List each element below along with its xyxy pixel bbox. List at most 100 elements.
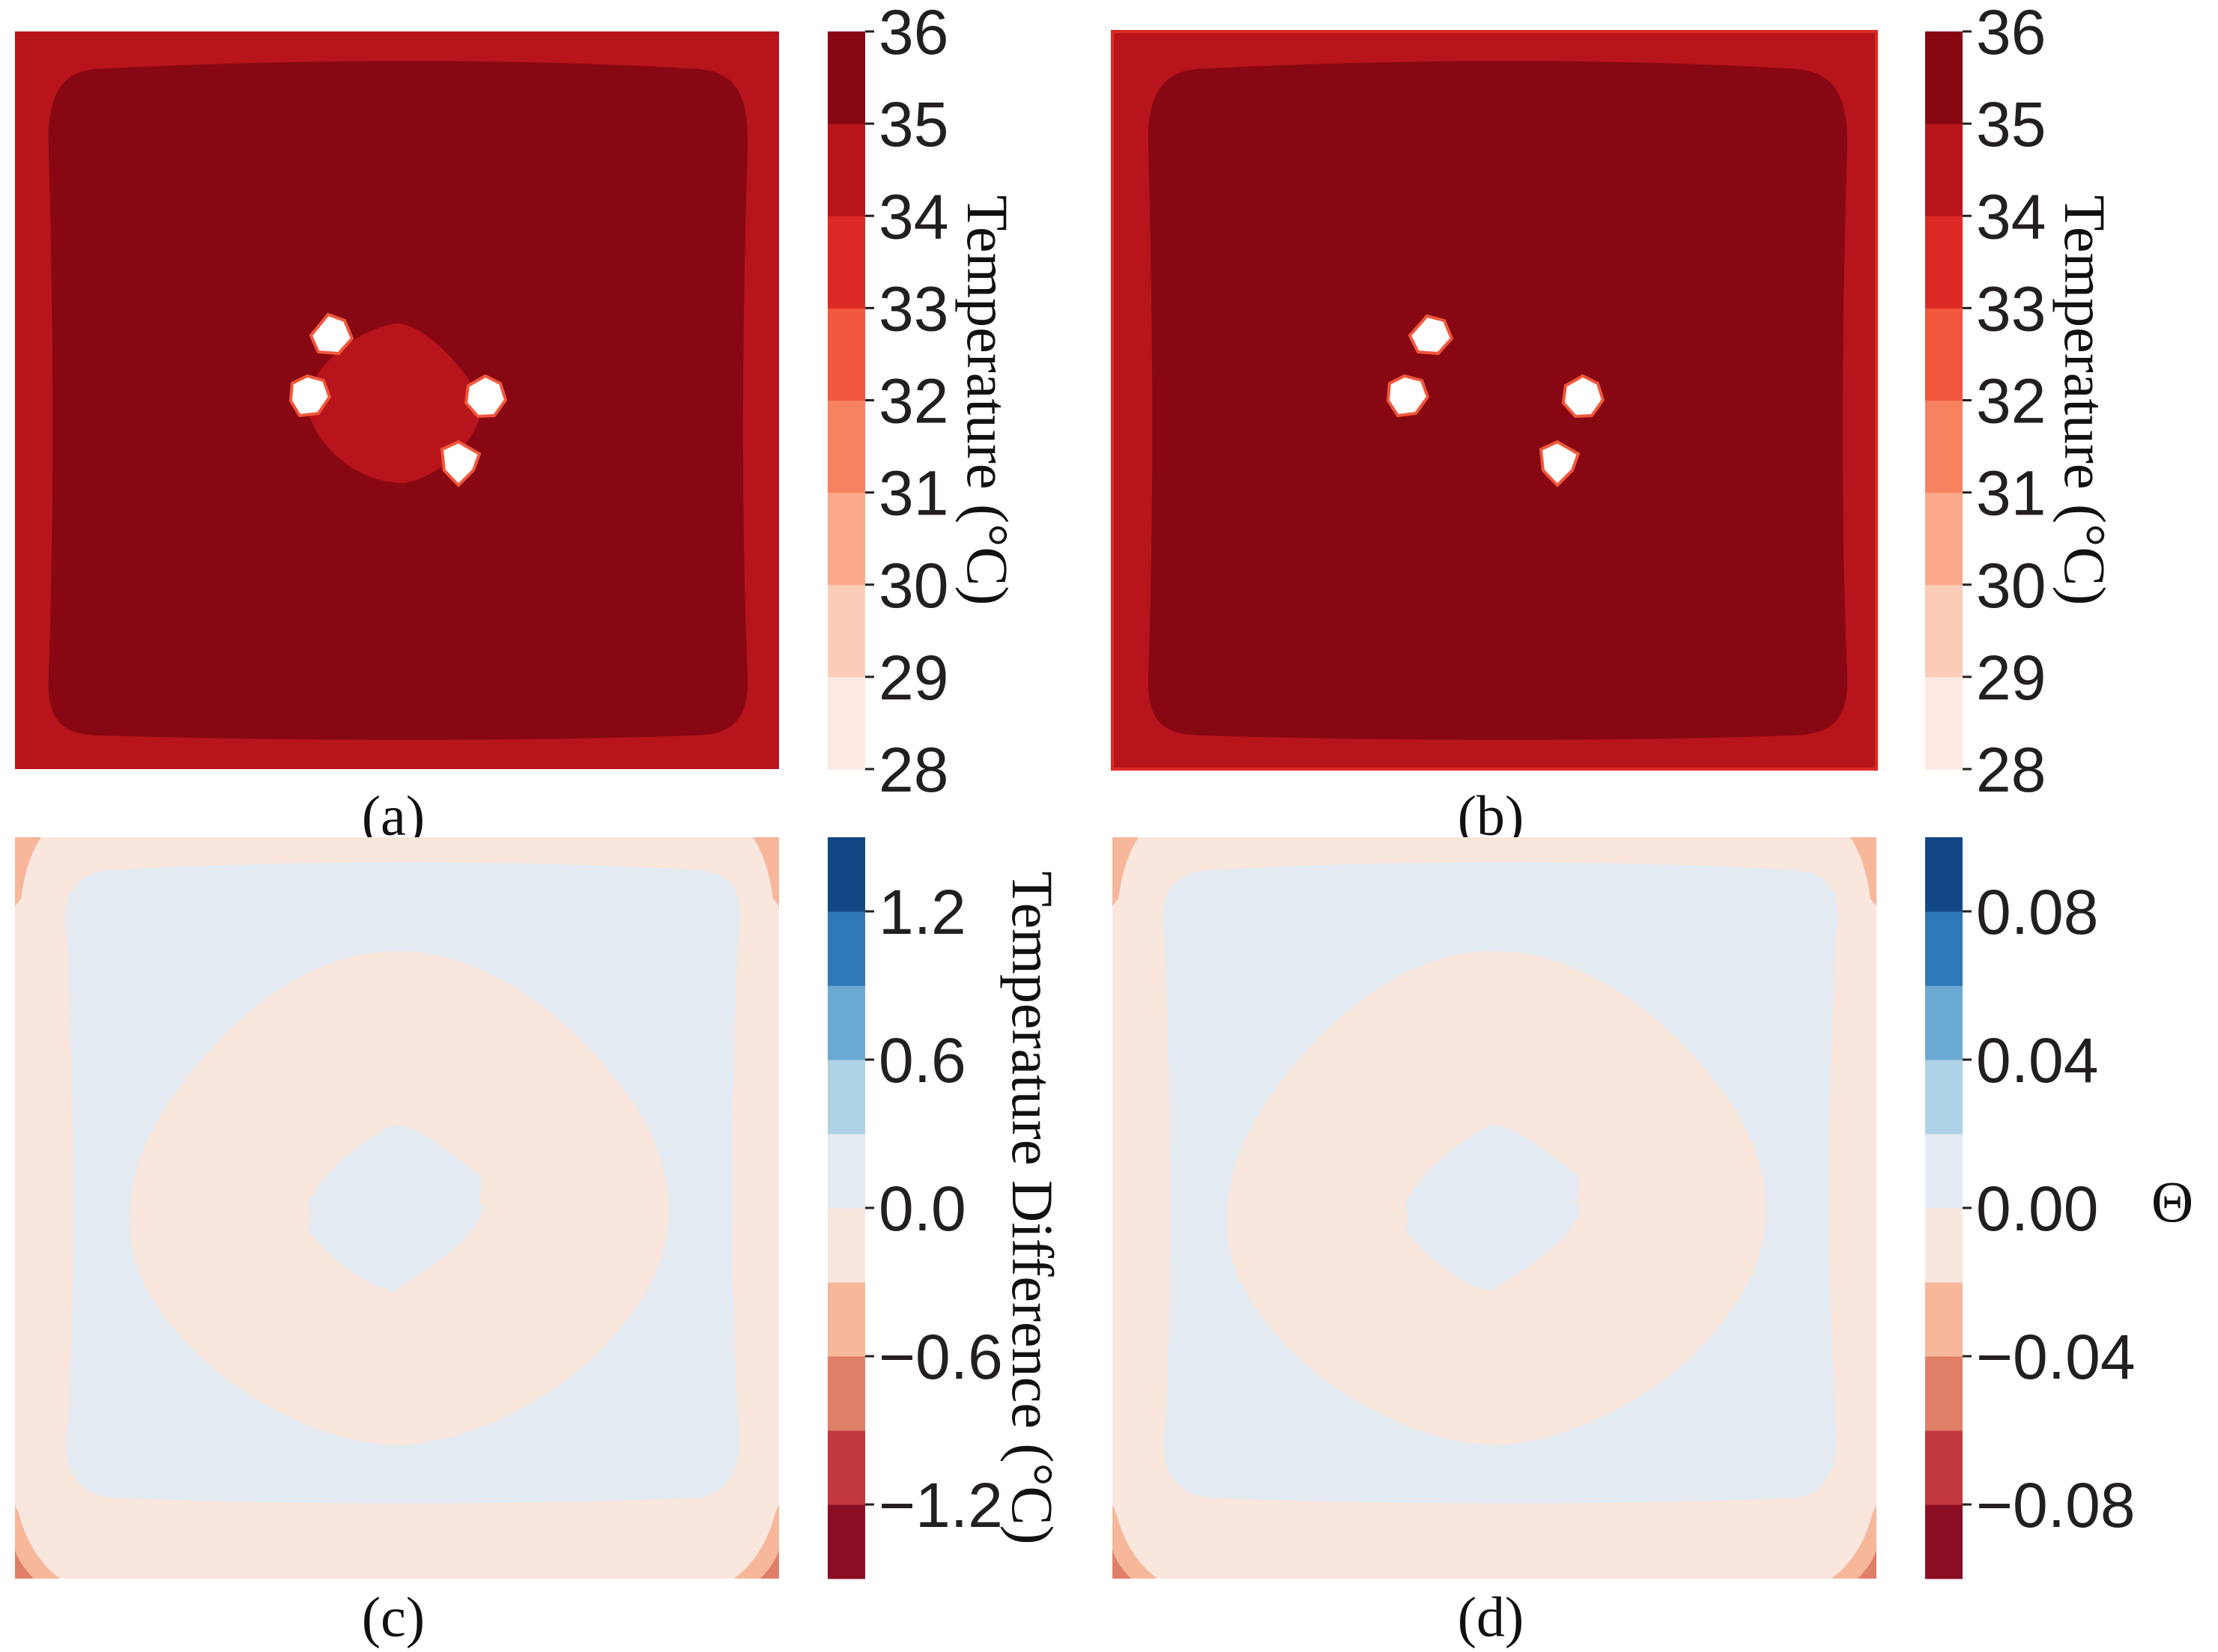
colorbar-a-level-0 bbox=[828, 676, 865, 770]
colorbar-d-level-1 bbox=[1925, 1430, 1963, 1505]
panel-c: (c) bbox=[15, 837, 779, 1649]
panel-a: (a) bbox=[15, 31, 779, 848]
panel-c-corner-tl bbox=[15, 837, 41, 906]
colorbar-d-tick-label: 0.08 bbox=[1976, 877, 2099, 947]
colorbar-c-tick-label: 1.2 bbox=[879, 877, 966, 947]
colorbar-c-tick-label: 0.0 bbox=[879, 1173, 966, 1244]
panel-a-heat-source-2 bbox=[288, 374, 332, 418]
colorbar-a-tick-label: 36 bbox=[879, 0, 948, 67]
colorbar-a-tick-label: 28 bbox=[879, 735, 948, 805]
panel-c-corner-br-inner bbox=[760, 1550, 779, 1579]
panel-d-corner-bl bbox=[1112, 1505, 1157, 1579]
colorbar-c-level-6 bbox=[828, 1060, 865, 1135]
colorbar-b: 28 29 30 31 32 33 34 35 36 Temperature (°C) bbox=[1925, 0, 2118, 805]
panel-c-caption: (c) bbox=[362, 1586, 425, 1648]
colorbar-b-level-4 bbox=[1925, 308, 1963, 401]
colorbar-d-level-3 bbox=[1925, 1282, 1963, 1357]
colorbar-a-level-7 bbox=[828, 31, 865, 124]
colorbar-b-level-5 bbox=[1925, 216, 1963, 309]
colorbar-d-level-6 bbox=[1925, 1060, 1963, 1135]
colorbar-c: −1.2 −0.6 0.0 0.6 1.2 Temperature Difference … bbox=[828, 837, 1065, 1579]
colorbar-b-tick-label: 36 bbox=[1976, 0, 2046, 67]
panel-b-heat-source-4 bbox=[1539, 440, 1581, 488]
panel-c-corner-bl-inner bbox=[15, 1550, 34, 1579]
colorbar-a-level-5 bbox=[828, 216, 865, 309]
colorbar-a-tick-label: 35 bbox=[879, 89, 948, 160]
colorbar-d-level-8 bbox=[1925, 911, 1963, 986]
panel-d: (d) bbox=[1112, 837, 1876, 1649]
colorbar-c-tick-label: −1.2 bbox=[879, 1470, 1003, 1540]
panel-d-caption: (d) bbox=[1458, 1586, 1524, 1648]
panel-d-corner-bl-inner bbox=[1112, 1550, 1131, 1579]
colorbar-a-tick-label: 30 bbox=[879, 550, 948, 621]
panel-d-center-region bbox=[1405, 1125, 1581, 1291]
panel-c-corner-tr bbox=[753, 837, 779, 906]
colorbar-d-tick-label: −0.04 bbox=[1976, 1322, 2136, 1392]
colorbar-c-level-9 bbox=[828, 837, 865, 912]
colorbar-b-level-2 bbox=[1925, 492, 1963, 586]
colorbar-c-tick-label: 0.6 bbox=[879, 1025, 966, 1096]
panel-a-heat-source-1 bbox=[309, 312, 354, 356]
colorbar-a-level-1 bbox=[828, 584, 865, 678]
panel-a-heat-source-4 bbox=[440, 440, 482, 488]
panel-c-center-region bbox=[307, 1125, 483, 1291]
colorbar-b-level-6 bbox=[1925, 124, 1963, 216]
colorbar-b-level-0 bbox=[1925, 676, 1963, 770]
colorbar-d-tick-label: 0.00 bbox=[1976, 1173, 2099, 1244]
colorbar-d-level-4 bbox=[1925, 1208, 1963, 1283]
colorbar-b-level-1 bbox=[1925, 584, 1963, 678]
panel-c-corner-br bbox=[734, 1505, 779, 1579]
colorbar-c-level-1 bbox=[828, 1430, 865, 1505]
colorbar-a-tick-label: 33 bbox=[879, 273, 948, 344]
colorbar-c-title: Temperature Difference (°C) bbox=[1000, 871, 1065, 1544]
panel-b-heat-source-1 bbox=[1408, 314, 1454, 356]
colorbar-c-level-7 bbox=[828, 986, 865, 1060]
colorbar-b-tick-label: 35 bbox=[1976, 89, 2046, 160]
colorbar-a-title: Temperature (°C) bbox=[955, 195, 1020, 606]
panel-d-corner-br-inner bbox=[1858, 1550, 1876, 1579]
colorbar-b-level-7 bbox=[1925, 31, 1963, 124]
colorbar-b-tick-label: 31 bbox=[1976, 458, 2046, 529]
colorbar-a-level-2 bbox=[828, 492, 865, 586]
colorbar-c-level-2 bbox=[828, 1356, 865, 1431]
colorbar-d-level-5 bbox=[1925, 1134, 1963, 1209]
panel-b-heat-source-2 bbox=[1386, 374, 1430, 418]
panel-d-corner-br bbox=[1831, 1505, 1876, 1579]
colorbar-b-tick-label: 34 bbox=[1976, 181, 2046, 252]
colorbar-c-level-0 bbox=[828, 1504, 865, 1579]
colorbar-d-level-0 bbox=[1925, 1504, 1963, 1579]
colorbar-a-tick-label: 29 bbox=[879, 643, 948, 713]
panel-d-corner-tr bbox=[1850, 837, 1876, 906]
colorbar-b-tick-label: 32 bbox=[1976, 366, 2046, 437]
colorbar-d-title: Θ bbox=[2151, 1169, 2193, 1234]
colorbar-b-tick-label: 33 bbox=[1976, 273, 2046, 344]
panel-d-corner-tl bbox=[1112, 837, 1139, 906]
colorbar-b-level-3 bbox=[1925, 400, 1963, 494]
panel-a-heat-source-3 bbox=[464, 374, 508, 419]
colorbar-a-tick-label: 31 bbox=[879, 458, 948, 529]
colorbar-a-tick-label: 34 bbox=[879, 181, 948, 252]
colorbar-a-level-4 bbox=[828, 308, 865, 401]
colorbar-d-level-2 bbox=[1925, 1356, 1963, 1431]
colorbar-a: 28 29 30 31 32 33 34 35 36 Temperature (°C) bbox=[828, 0, 1020, 805]
panel-a-center-patch bbox=[306, 324, 482, 483]
colorbar-d-level-7 bbox=[1925, 986, 1963, 1060]
colorbar-b-tick-label: 28 bbox=[1976, 735, 2046, 805]
colorbar-a-tick-label: 32 bbox=[879, 366, 948, 437]
colorbar-c-level-3 bbox=[828, 1282, 865, 1357]
panel-b-interior-region bbox=[1148, 61, 1848, 740]
colorbar-d: −0.08 −0.04 0.00 0.04 0.08 Θ bbox=[1925, 837, 2193, 1579]
colorbar-b-tick-label: 29 bbox=[1976, 643, 2046, 713]
colorbar-b-title: Temperature (°C) bbox=[2052, 195, 2118, 606]
colorbar-d-tick-label: 0.04 bbox=[1976, 1025, 2099, 1096]
colorbar-d-tick-label: −0.08 bbox=[1976, 1470, 2136, 1540]
panel-b-heat-source-3 bbox=[1561, 374, 1605, 419]
colorbar-c-level-8 bbox=[828, 911, 865, 986]
colorbar-c-tick-label: −0.6 bbox=[879, 1322, 1003, 1392]
colorbar-c-level-4 bbox=[828, 1208, 865, 1283]
colorbar-a-level-3 bbox=[828, 400, 865, 494]
colorbar-b-tick-label: 30 bbox=[1976, 550, 2046, 621]
colorbar-d-level-9 bbox=[1925, 837, 1963, 912]
